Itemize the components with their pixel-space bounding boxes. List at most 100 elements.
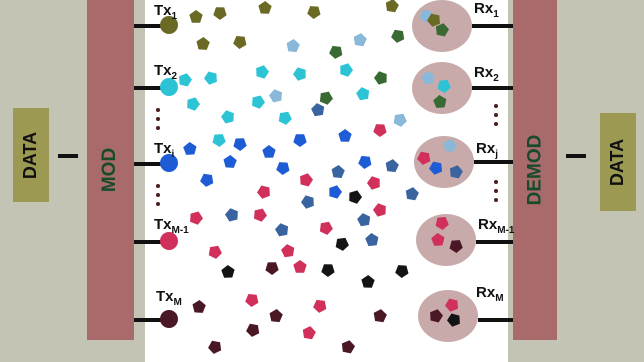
molecule-pink — [367, 176, 380, 190]
molecule-pink — [417, 151, 431, 165]
rxj-stem — [474, 160, 513, 164]
molecule-pink — [208, 245, 222, 259]
molecule-maroon — [430, 309, 443, 323]
molecule-lightblue — [353, 33, 367, 47]
molecule-green — [319, 91, 333, 105]
molecule-pink — [445, 298, 458, 312]
txm1-label: TxM-1 — [154, 216, 189, 236]
molecule-pink — [254, 208, 267, 222]
txm-stem — [134, 318, 162, 322]
molecule-steel — [301, 195, 314, 209]
molecule-olive — [385, 0, 399, 13]
molecule-maroon — [265, 262, 279, 275]
molecule-maroon — [208, 340, 222, 354]
molecule-steel — [225, 208, 238, 222]
molecule-cyan — [212, 134, 226, 147]
molecule-steel — [450, 165, 463, 179]
molecule-maroon — [246, 323, 260, 337]
molecule-blue — [233, 138, 247, 151]
molecule-olive — [196, 37, 210, 50]
tx1-node — [160, 16, 178, 34]
molecule-olive — [307, 6, 321, 19]
molecule-steel — [405, 187, 419, 201]
molecule-black — [221, 265, 235, 278]
txm-label: TxM — [156, 288, 182, 308]
molecule-pink — [281, 244, 295, 258]
molecule-green — [433, 95, 447, 108]
rxm-label: RxM — [476, 284, 504, 304]
molecule-blue — [293, 134, 307, 147]
molecule-cyan — [278, 111, 292, 125]
molecule-pink — [319, 221, 333, 235]
tx1-stem — [134, 24, 162, 28]
molecule-olive — [427, 13, 440, 27]
tx2-label: Tx2 — [154, 62, 178, 82]
rxm1-label: RxM-1 — [478, 216, 515, 236]
molecule-pink — [373, 203, 386, 217]
tx-dots-lower — [156, 184, 160, 211]
molecule-pink — [431, 233, 445, 246]
right-data-box: DATA — [600, 113, 636, 211]
molecule-blue — [223, 155, 237, 168]
molecule-green — [329, 45, 343, 59]
molecule-blue — [338, 129, 352, 142]
molecule-cyan — [356, 87, 370, 101]
molecule-maroon — [269, 309, 283, 323]
molecule-steel — [331, 165, 345, 178]
molecule-lightblue — [286, 39, 300, 53]
molecule-olive — [189, 10, 203, 23]
molecule-lightblue — [393, 113, 407, 127]
right-dash — [566, 154, 586, 158]
molecule-olive — [258, 1, 272, 14]
molecule-cyan — [187, 97, 200, 111]
molecule-steel — [365, 233, 379, 247]
molecule-black — [321, 264, 335, 277]
tx-dots-upper — [156, 108, 160, 135]
left-data-box: DATA — [13, 108, 49, 202]
molecule-pink — [190, 211, 203, 225]
demodulator-block: DEMOD — [513, 0, 557, 340]
txi-node — [160, 154, 178, 172]
rxm-stem — [478, 318, 513, 322]
molecule-steel — [275, 223, 289, 237]
molecule-cyan — [340, 63, 353, 77]
molecule-cyan — [221, 110, 234, 124]
txm1-stem — [134, 240, 162, 244]
molecule-maroon — [373, 309, 387, 323]
molecule-lightblue — [443, 139, 457, 153]
rxm-area — [418, 290, 478, 342]
molecule-lightblue — [269, 89, 282, 103]
molecule-cyan — [437, 79, 451, 93]
tx2-node — [160, 78, 178, 96]
molecule-blue — [183, 142, 197, 155]
molecule-blue — [262, 145, 276, 158]
tx1-label: Tx1 — [154, 2, 178, 22]
rx-dots-lower — [494, 180, 498, 207]
molecule-green — [435, 23, 449, 37]
molecule-black — [335, 237, 349, 251]
molecule-steel — [311, 103, 325, 117]
molecule-black — [395, 265, 409, 278]
rx-dots-upper — [494, 104, 498, 131]
molecule-pink — [300, 173, 313, 187]
rx1-stem — [472, 24, 513, 28]
molecule-maroon — [192, 300, 206, 313]
molecule-green — [391, 29, 405, 43]
rx2-stem — [472, 86, 513, 90]
molecule-lightblue — [421, 71, 435, 85]
txi-stem — [134, 162, 162, 166]
tx2-stem — [134, 86, 162, 90]
molecule-pink — [293, 260, 307, 273]
molecule-blue — [429, 161, 443, 175]
molecule-black — [349, 190, 362, 204]
molecule-blue — [358, 155, 372, 169]
molecule-pink — [313, 299, 327, 313]
molecule-pink — [373, 124, 387, 137]
molecule-pink — [245, 294, 259, 307]
molecule-steel — [385, 159, 399, 173]
molecule-cyan — [252, 95, 265, 109]
molecule-steel — [357, 213, 371, 227]
rx2-label: Rx2 — [474, 64, 499, 84]
left-dash — [58, 154, 78, 158]
molecule-blue — [276, 162, 290, 175]
